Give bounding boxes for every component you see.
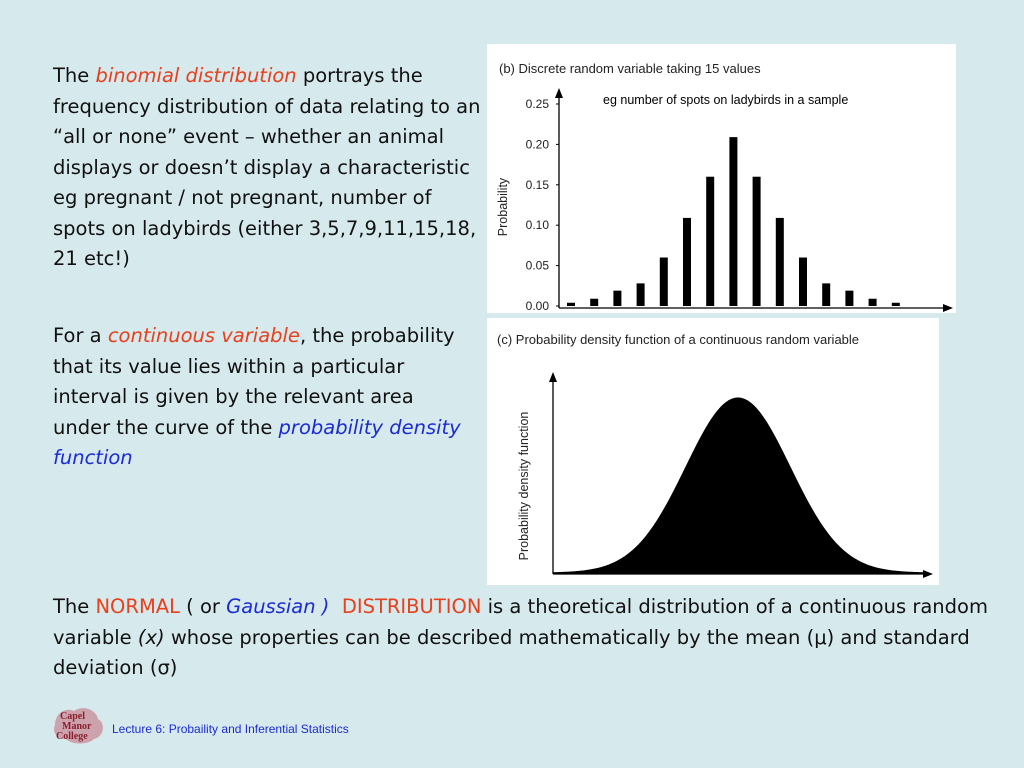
svg-text:Capel: Capel [60,711,85,722]
normal-term: NORMAL [95,595,180,618]
discrete-chart-svg: (b) Discrete random variable taking 15 v… [496,61,953,313]
binomial-term: binomial distribution [95,64,297,87]
y-tick-label: 0.15 [526,178,550,192]
svg-text:College: College [56,731,88,742]
y-tick-label: 0.00 [526,299,550,313]
density-y-axis-label: Probability density function [517,412,531,561]
lecture-title: Lecture 6: Probaility and Inferential St… [112,722,349,736]
density-y-arrow [549,372,557,382]
density-x-arrow [923,570,933,578]
college-logo: Capel Manor College [54,708,103,744]
probability-bar [683,217,691,306]
svg-text:Manor: Manor [62,721,92,732]
density-chart: (c) Probability density function of a co… [487,318,939,585]
pdf-term: probability density function [53,415,461,470]
y-tick-label: 0.25 [526,97,550,111]
probability-bar [845,290,854,306]
probability-bar [706,176,715,306]
probability-bar [729,137,738,306]
discrete-y-axis-label: Probability [496,177,510,236]
probability-bar [799,257,807,306]
continuous-term: continuous variable [107,324,300,347]
probability-bar [752,176,761,306]
distribution-term: DISTRIBUTION [341,595,482,618]
normal-paragraph: The NORMAL ( or Gaussian ) DISTRIBUTION … [53,595,988,679]
probability-bar [868,298,877,306]
discrete-chart-title: (b) Discrete random variable taking 15 v… [499,61,761,76]
discrete-probability-chart: (b) Discrete random variable taking 15 v… [487,44,956,313]
probability-bar [636,283,645,306]
probability-bar [775,217,784,306]
y-tick-label: 0.05 [526,259,550,273]
probability-bar [891,302,900,306]
probability-bar [567,302,575,306]
density-chart-svg: (c) Probability density function of a co… [497,332,933,578]
discrete-y-arrow [555,88,563,98]
y-tick-label: 0.10 [526,218,550,232]
probability-bar [659,257,668,306]
probability-bar [590,298,599,306]
density-chart-title: (c) Probability density function of a co… [497,332,859,347]
gaussian-term: Gaussian ) [226,595,330,618]
continuous-paragraph: For a continuous variable, the probabili… [53,324,461,470]
density-curve-area [552,397,924,574]
discrete-chart-annotation: eg number of spots on ladybirds in a sam… [603,93,848,107]
y-tick-label: 0.20 [526,137,550,151]
binomial-paragraph: The binomial distribution portrays the f… [53,64,481,270]
probability-bar [822,283,831,306]
probability-bar [613,290,622,306]
discrete-x-arrow [943,304,953,312]
